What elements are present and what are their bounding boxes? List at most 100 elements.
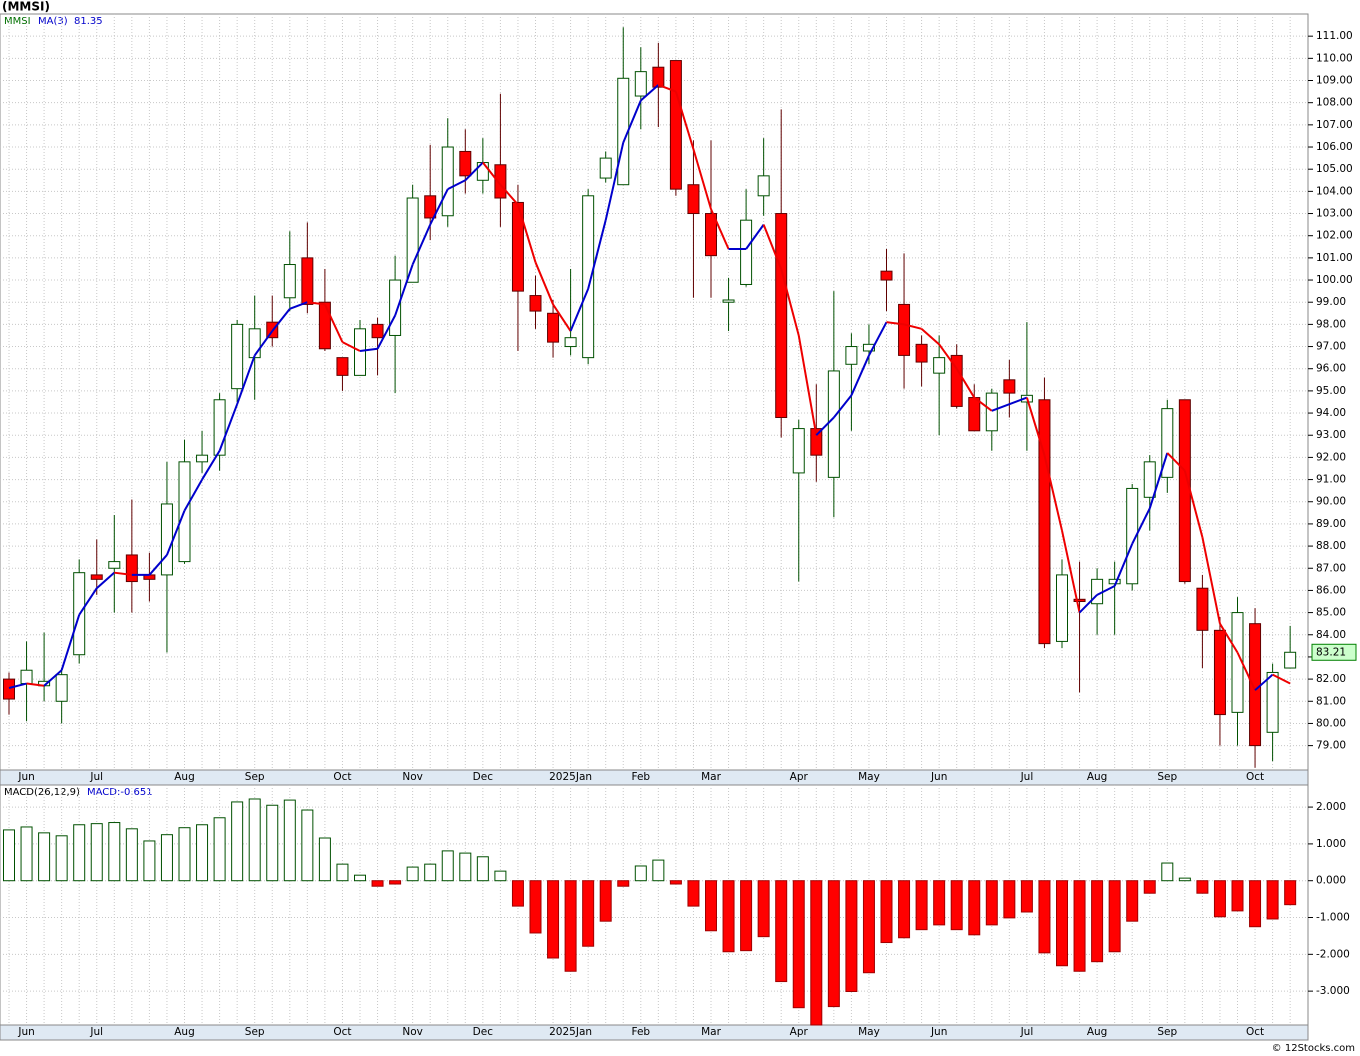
y-tick-label: 101.00 xyxy=(1316,252,1353,264)
y-tick-label: 86.00 xyxy=(1316,584,1346,596)
legend-symbol: MMSI xyxy=(4,16,31,27)
x-tick-label: Dec xyxy=(473,771,494,783)
macd-bar xyxy=(547,880,560,959)
candle-body xyxy=(933,357,946,374)
macd-bar xyxy=(705,880,717,932)
ma-line xyxy=(166,510,186,556)
macd-bar xyxy=(740,880,753,952)
macd-bar xyxy=(1178,877,1191,882)
macd-bar xyxy=(301,809,314,882)
ma-line xyxy=(1078,594,1098,614)
candle-body xyxy=(3,678,15,700)
x-tick-label: Sep xyxy=(1157,1026,1177,1038)
candle-body xyxy=(950,354,963,407)
macd-bar xyxy=(248,798,261,882)
candle-body xyxy=(389,279,402,336)
x-tick-label: Mar xyxy=(701,771,721,783)
candle-body xyxy=(441,146,454,217)
candle-body xyxy=(231,323,244,390)
macd-bar xyxy=(336,863,349,882)
candle-body xyxy=(20,669,33,685)
macd-bar xyxy=(459,852,472,882)
y-tick-label: 80.00 xyxy=(1316,717,1346,729)
macd-bar xyxy=(125,828,138,882)
macd-bar xyxy=(354,874,366,882)
ma-line xyxy=(43,669,63,687)
candle-body xyxy=(582,195,595,359)
ma-line xyxy=(1219,623,1239,654)
ma-line xyxy=(289,301,308,310)
candle-body xyxy=(705,213,717,257)
macd-bar xyxy=(582,880,595,947)
candle-body xyxy=(898,303,911,356)
ma-line xyxy=(657,84,677,93)
ma-line xyxy=(850,355,870,396)
macd-bar xyxy=(406,866,419,882)
ma-line xyxy=(938,343,958,370)
y-tick-label: 106.00 xyxy=(1316,141,1353,153)
candle-body xyxy=(687,184,700,215)
legend-ma-value: 81.35 xyxy=(74,16,103,27)
macd-bar xyxy=(73,824,86,882)
ma-line xyxy=(183,479,203,512)
ma-line xyxy=(1113,543,1134,587)
x-tick-label: Nov xyxy=(402,771,423,783)
macd-bar xyxy=(933,880,946,926)
macd-bar xyxy=(1038,880,1051,954)
candle-body xyxy=(1038,399,1051,645)
macd-title: MACD(26,12,9) xyxy=(4,787,80,798)
candle-body xyxy=(1126,487,1139,585)
y-tick-label: 103.00 xyxy=(1316,208,1353,220)
x-axis-strip xyxy=(0,1024,1309,1041)
y-tick-label: -2.000 xyxy=(1316,948,1350,960)
ma-line xyxy=(833,394,853,419)
y-tick-label: 84.00 xyxy=(1316,629,1346,641)
x-tick-label: Mar xyxy=(701,1026,721,1038)
candle-body xyxy=(1108,578,1121,585)
y-tick-label: 105.00 xyxy=(1316,163,1353,175)
ma-line xyxy=(1131,507,1151,545)
candle-body xyxy=(564,337,577,348)
macd-bar xyxy=(1003,880,1016,919)
candle-body xyxy=(985,392,998,432)
ma-line xyxy=(920,328,940,346)
ma-line xyxy=(622,100,642,143)
ma-line xyxy=(1201,537,1221,624)
candle-body xyxy=(722,299,735,303)
candle-body xyxy=(213,399,226,456)
ma-line xyxy=(464,161,484,181)
x-tick-label: Jul xyxy=(1020,771,1034,783)
candle-body xyxy=(1196,587,1209,631)
y-tick-label: 82.00 xyxy=(1316,673,1346,685)
candle-body xyxy=(1073,598,1086,603)
macd-bar xyxy=(968,880,981,936)
candle-body xyxy=(108,561,121,569)
macd-bar xyxy=(1020,880,1033,913)
x-tick-label: May xyxy=(858,1026,880,1038)
candle-body xyxy=(354,328,366,376)
macd-bar xyxy=(90,823,103,882)
last-price-label: 83.21 xyxy=(1316,646,1346,658)
y-tick-label: 96.00 xyxy=(1316,363,1346,375)
ma-line xyxy=(710,208,730,250)
ma-line xyxy=(411,224,432,265)
x-tick-label: Sep xyxy=(245,771,265,783)
y-tick-label: -3.000 xyxy=(1316,985,1350,997)
x-tick-label: Aug xyxy=(1087,1026,1108,1038)
y-tick-label: 81.00 xyxy=(1316,695,1346,707)
ma-line xyxy=(499,184,519,206)
macd-bar xyxy=(880,880,893,944)
macd-bar xyxy=(231,801,244,882)
x-tick-label: Dec xyxy=(473,1026,494,1038)
candle-body xyxy=(599,157,612,179)
candle-body xyxy=(248,328,261,359)
ma-line xyxy=(569,288,590,332)
y-tick-label: 107.00 xyxy=(1316,119,1353,131)
y-tick-label: 2.000 xyxy=(1316,801,1346,813)
y-tick-label: 108.00 xyxy=(1316,97,1353,109)
ma-line xyxy=(148,554,168,576)
macd-bar xyxy=(20,826,33,882)
candle-body xyxy=(318,301,331,350)
macd-bar xyxy=(1231,880,1244,912)
